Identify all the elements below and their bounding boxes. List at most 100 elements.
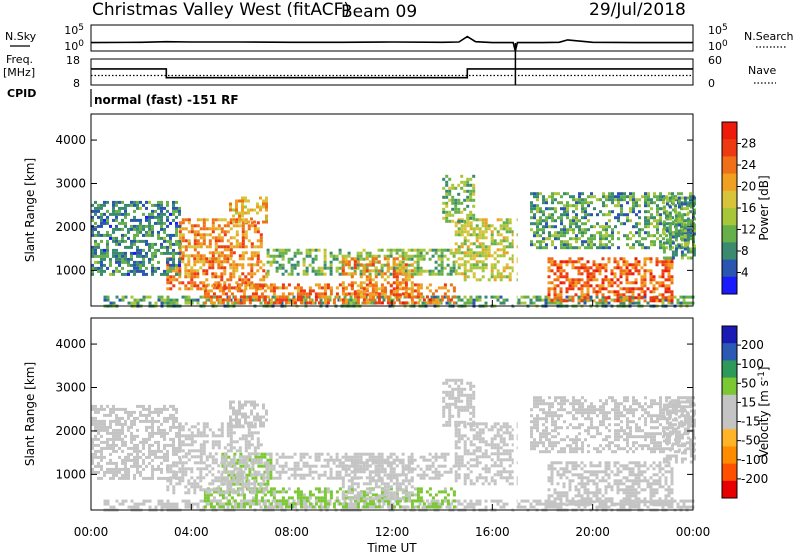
- power-cell: [530, 210, 533, 214]
- velocity-cell: [362, 493, 366, 497]
- velocity-cell: [227, 502, 231, 506]
- power-cell: [193, 275, 197, 279]
- power-cell: [668, 217, 672, 221]
- power-cell: [238, 245, 242, 249]
- power-cell: [238, 278, 242, 282]
- power-cell: [308, 251, 312, 255]
- velocity-cell: [172, 470, 176, 474]
- power-cell: [302, 289, 306, 293]
- power-colorbar-swatch: [722, 139, 737, 157]
- velocity-cell: [178, 458, 182, 462]
- power-cell: [484, 248, 488, 252]
- power-cell: [668, 214, 672, 218]
- power-cell: [472, 227, 476, 231]
- power-cell: [508, 245, 512, 249]
- power-cell: [614, 198, 617, 202]
- velocity-cell: [640, 464, 644, 468]
- power-cell: [670, 281, 674, 285]
- velocity-cell: [250, 437, 254, 441]
- power-cell: [362, 257, 366, 261]
- velocity-cell: [190, 443, 194, 447]
- power-cell: [619, 266, 623, 270]
- velocity-cell: [236, 493, 240, 497]
- power-cell: [640, 287, 644, 291]
- power-cell: [205, 245, 209, 249]
- power-cell: [115, 260, 118, 264]
- power-cell: [416, 286, 420, 290]
- power-cell: [445, 189, 449, 193]
- velocity-cell: [631, 470, 635, 474]
- power-cell: [610, 298, 614, 302]
- power-cell: [392, 257, 396, 261]
- power-cell: [545, 225, 548, 229]
- power-cell: [683, 226, 687, 230]
- power-cell: [463, 254, 467, 258]
- power-cell: [535, 295, 539, 299]
- power-cell: [344, 254, 348, 258]
- power-cell: [593, 237, 596, 241]
- power-cell: [631, 295, 635, 299]
- velocity-cell: [206, 499, 210, 503]
- power-cell: [121, 227, 124, 231]
- power-cell: [610, 290, 614, 294]
- power-cell: [383, 257, 387, 261]
- power-cell: [452, 269, 456, 273]
- velocity-cell: [263, 455, 267, 459]
- power-cell: [142, 298, 146, 302]
- power-cell: [539, 210, 542, 214]
- power-cell: [457, 230, 461, 234]
- power-cell: [244, 236, 248, 240]
- power-cell: [628, 301, 632, 305]
- velocity-cell: [229, 434, 233, 438]
- power-cell: [359, 269, 363, 273]
- power-cell: [329, 263, 333, 267]
- velocity-cell: [565, 467, 569, 471]
- power-cell: [91, 233, 94, 237]
- power-cell: [181, 281, 185, 285]
- velocity-cell: [166, 505, 170, 509]
- power-cell: [172, 269, 176, 273]
- power-cell: [635, 201, 638, 205]
- velocity-cell: [386, 499, 390, 503]
- power-cell: [91, 203, 94, 207]
- power-cell: [377, 254, 381, 258]
- power-cell: [472, 186, 476, 190]
- velocity-cell: [239, 452, 243, 456]
- power-cell: [323, 257, 327, 261]
- power-cell: [620, 210, 623, 214]
- power-cell: [548, 195, 551, 199]
- power-cell: [190, 275, 194, 279]
- power-cell: [145, 206, 148, 210]
- power-cell: [530, 243, 533, 247]
- velocity-cell: [287, 496, 291, 500]
- velocity-cell: [253, 431, 257, 435]
- power-cell: [272, 286, 276, 290]
- power-cell: [124, 224, 127, 228]
- power-cell: [181, 251, 185, 255]
- power-cell: [103, 233, 106, 237]
- power-cell: [644, 201, 647, 205]
- power-cell: [440, 260, 444, 264]
- power-cell: [536, 198, 539, 202]
- power-cell: [163, 301, 167, 305]
- velocity-cell: [449, 502, 453, 506]
- velocity-cell: [253, 403, 256, 407]
- nsky-label: N.Sky: [5, 30, 37, 43]
- power-cell: [668, 211, 672, 215]
- velocity-cell: [388, 499, 392, 503]
- power-cell: [94, 206, 97, 210]
- power-cell: [445, 183, 449, 187]
- velocity-cell: [290, 505, 294, 509]
- power-cell: [457, 257, 461, 261]
- power-cell: [293, 251, 297, 255]
- power-cell: [572, 216, 575, 220]
- nave-ytick-bottom: 0: [708, 77, 715, 90]
- power-cell: [590, 237, 593, 241]
- velocity-cell: [328, 499, 332, 503]
- power-cell: [130, 254, 133, 258]
- velocity-cell: [592, 470, 596, 474]
- freq-unit-label: [MHz]: [3, 66, 35, 79]
- power-cell: [610, 269, 614, 273]
- power-cell: [613, 272, 617, 276]
- velocity-cell: [370, 505, 374, 509]
